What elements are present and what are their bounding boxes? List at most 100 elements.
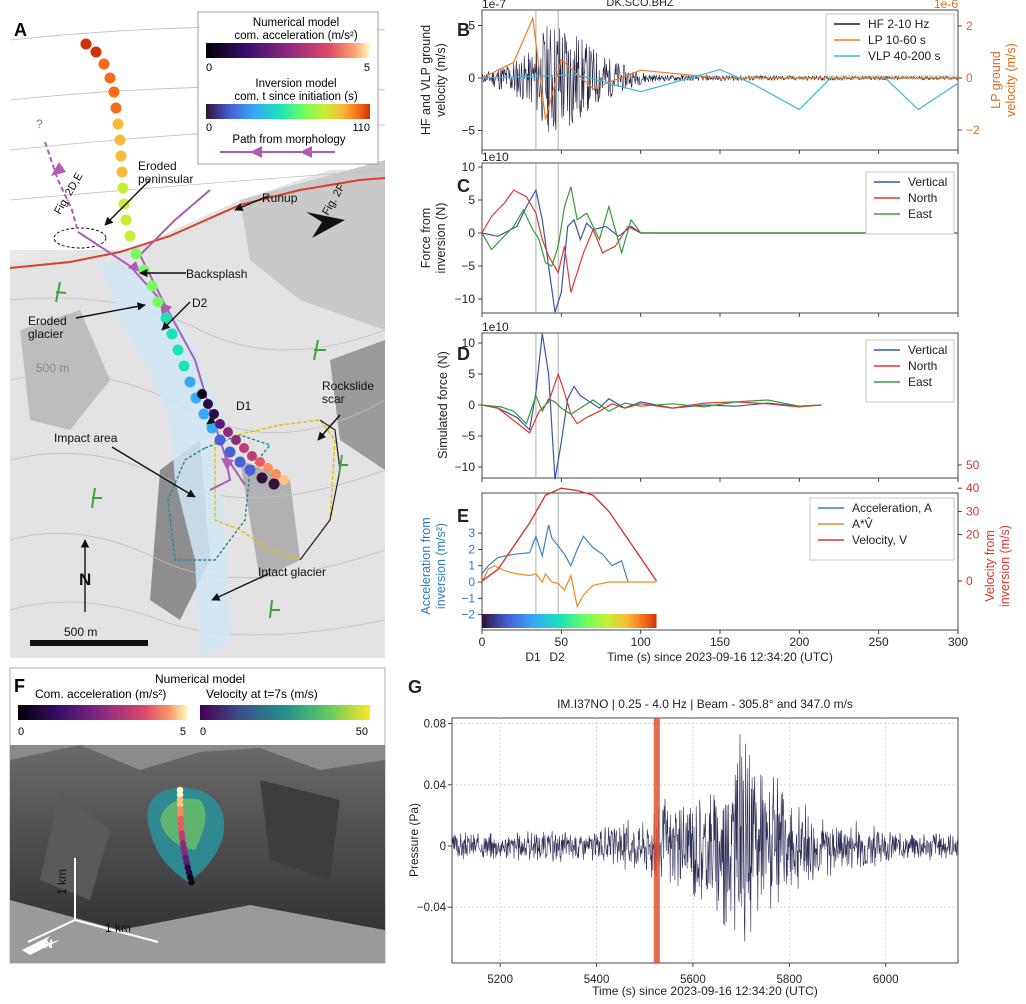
map-legend: Numerical model com. acceleration (m/s²)…	[197, 11, 379, 165]
b-exponent-right: 1e-6	[934, 0, 958, 11]
inversion-dot	[98, 58, 110, 70]
e-legend-entry: Acceleration, A	[852, 501, 932, 515]
numerical-dot	[223, 427, 233, 437]
label-d2: D2	[192, 296, 208, 310]
label-d1: D1	[236, 399, 252, 413]
g-title: IM.I37NO | 0.25 - 4.0 Hz | Beam - 305.8°…	[557, 697, 853, 711]
inversion-dot	[116, 166, 128, 178]
mountain-ridge-shade	[240, 160, 385, 330]
eroded-peninsular-outline	[53, 227, 107, 249]
series-velocity	[481, 487, 658, 582]
map-labels: ? Fig. 2D,E Fig. 2F Eroded peninsular Run…	[28, 117, 374, 639]
e-ytick-label-right: 20	[966, 528, 980, 542]
label-eroded-peninsular: Eroded peninsular	[138, 159, 193, 186]
e-ylabel: Acceleration frominversion (m/s²)	[419, 517, 448, 614]
series-vlp	[481, 68, 959, 111]
inversion-dot	[146, 280, 158, 292]
inversion-dot	[268, 478, 280, 490]
valley-wall-east-shade	[240, 460, 300, 580]
f-scale-v: 1 km	[55, 869, 69, 895]
f-accel-min: 0	[18, 726, 24, 738]
e-ytick-label: 1	[468, 559, 475, 573]
f-trajectory-dot	[177, 820, 185, 828]
legend-inv-max: 110	[352, 122, 370, 134]
panel-label-f: F	[14, 676, 25, 696]
f-trajectory-dot	[179, 835, 186, 842]
inversion-dot	[198, 408, 210, 420]
e-xtick-label: 300	[948, 635, 968, 649]
b-ylabel-right: LP groundvelocity (m/s)	[989, 43, 1018, 117]
f-magma-colorbar	[18, 705, 188, 720]
c-ylabel: Force frominversion (N)	[419, 203, 448, 274]
legend-inversion-title: Inversion model	[255, 78, 336, 90]
inversion-dot	[184, 376, 196, 388]
series-east	[481, 393, 822, 425]
c-ytick-label: −10	[455, 292, 476, 306]
label-intact-glacier: Intact glacier	[258, 565, 326, 579]
d-legend-entry: North	[908, 359, 937, 373]
d-ytick-label: 0	[468, 398, 475, 412]
legend-num-min: 0	[206, 62, 212, 74]
panel-label-g: G	[408, 677, 422, 697]
annotation-arrows	[75, 179, 341, 612]
f-trajectory-dot	[176, 791, 184, 799]
f-vel-max: 50	[356, 726, 368, 738]
f-trajectory-dot	[177, 825, 185, 833]
chart-panel-b: DK.SCO.BHZ 1e-7 1e-6 5 0 −5 2 0 −2 HF 2-10 Hz LP 1…	[419, 0, 1018, 154]
simulation-dots	[80, 38, 289, 490]
g-xlabel: Time (s) since 2023-09-16 12:34:20 (UTC)	[592, 984, 818, 998]
label-contour-500: 500 m	[36, 361, 69, 375]
c-ytick-label: 0	[468, 226, 475, 240]
f-trajectory-dot	[178, 830, 186, 837]
e-ytick-label: 3	[468, 526, 475, 540]
inversion-dot	[172, 344, 184, 356]
c-ytick-label: 5	[468, 193, 475, 207]
d-ytick-label: −5	[461, 429, 475, 443]
f-vel-min: 0	[200, 726, 206, 738]
e-ytick-label: −1	[461, 591, 475, 605]
g-ytick-label: 0	[440, 841, 446, 853]
inversion-dot	[206, 422, 218, 434]
map-panel-a: ? Fig. 2D,E Fig. 2F Eroded peninsular Run…	[10, 8, 385, 658]
c-ytick-label: −5	[461, 259, 475, 273]
b-title: DK.SCO.BHZ	[606, 0, 674, 9]
series-east	[481, 186, 958, 267]
inversion-dot	[224, 446, 236, 458]
inversion-dot	[80, 38, 92, 50]
f-terrain	[10, 745, 385, 963]
e-ylabel-right: Velocity frominversion (m/s)	[983, 525, 1012, 607]
legend-magma-colorbar	[206, 43, 370, 58]
g-xtick-label: 5800	[777, 974, 803, 986]
b-legend-entry: VLP 40-200 s	[868, 49, 941, 63]
f-trajectory-dot	[177, 810, 184, 818]
f-accel-max: 5	[180, 726, 186, 738]
inversion-dot	[108, 86, 120, 98]
c-exponent: 1e10	[482, 150, 509, 164]
inversion-dot	[120, 214, 132, 226]
f-trajectory-dots	[176, 786, 195, 886]
rockslide-scar-shade	[330, 340, 385, 470]
inversion-dot	[256, 472, 268, 484]
d-ylabel: Simulated force (N)	[436, 351, 450, 459]
e-ytick-label: 2	[468, 542, 475, 556]
inversion-dot	[160, 312, 172, 324]
inversion-dot	[117, 182, 129, 194]
inversion-dot	[178, 360, 190, 372]
d-legend-entry: Vertical	[908, 343, 947, 357]
g-ytick-label: −0.04	[417, 902, 447, 914]
render-panel-f: Numerical model Com. acceleration (m/s²)…	[9, 667, 386, 964]
f-north-arrow	[22, 936, 60, 955]
label-eroded-glacier: Eroded glacier	[28, 314, 67, 341]
numerical-dot	[209, 409, 219, 419]
legend-turbo-colorbar	[206, 104, 370, 119]
numerical-dot	[271, 469, 281, 479]
panel-label-d: D	[457, 344, 470, 364]
series-acceleration	[481, 524, 629, 583]
f-scale-h: 1 km	[105, 921, 131, 935]
label-backsplash: Backsplash	[186, 267, 247, 281]
e-d1-label: D1	[525, 650, 541, 664]
series-vertical	[481, 188, 958, 313]
ridge-west-shade	[20, 310, 110, 430]
